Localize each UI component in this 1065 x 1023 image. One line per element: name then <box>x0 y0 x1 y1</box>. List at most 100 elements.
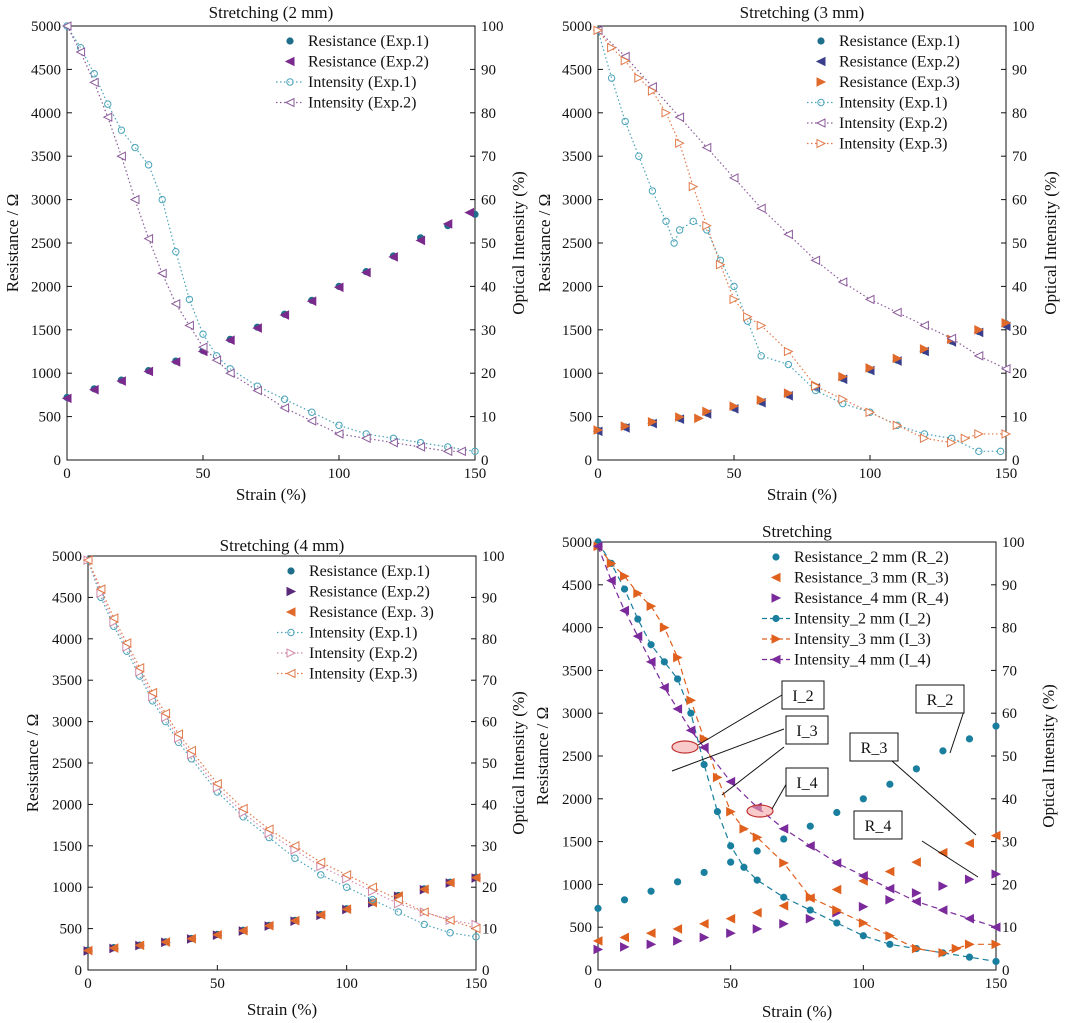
data-point <box>620 896 629 904</box>
data-point <box>184 320 194 331</box>
legend-label: Resistance_3 mm (R_3) <box>794 570 949 587</box>
annotation-r2: R_2 <box>927 692 954 709</box>
data-point <box>806 906 814 914</box>
data-point <box>607 74 616 82</box>
y-tick-label: 5000 <box>562 535 592 551</box>
data-point <box>61 21 72 31</box>
data-point <box>892 307 902 318</box>
x-axis-label: Strain (%) <box>767 485 837 504</box>
legend-label: Intensity (Exp.1) <box>839 95 947 112</box>
legend-marker <box>817 37 825 45</box>
data-point <box>805 841 815 851</box>
data-point <box>662 217 670 226</box>
data-point <box>865 407 876 418</box>
data-point <box>729 294 740 305</box>
y-tick-label: 4500 <box>31 62 61 78</box>
data-point <box>713 808 721 816</box>
data-point <box>991 939 1002 950</box>
data-point <box>699 742 709 753</box>
data-point <box>129 194 140 205</box>
data-point <box>280 395 289 403</box>
data-point <box>783 229 793 240</box>
data-point <box>593 425 604 435</box>
y-tick-label: 2000 <box>562 279 592 295</box>
data-point <box>964 874 975 885</box>
data-point <box>725 913 736 924</box>
y-tick-label: 4500 <box>562 578 592 594</box>
data-point <box>211 355 222 365</box>
y-tick-label: 1500 <box>562 323 592 339</box>
data-point <box>89 384 99 395</box>
data-point <box>689 217 697 226</box>
data-point <box>199 330 207 338</box>
series-intensity-3 <box>63 22 479 456</box>
data-point <box>333 429 344 439</box>
data-point <box>726 928 736 939</box>
data-point <box>728 173 739 183</box>
data-point <box>645 928 656 939</box>
y2-tick-label: 70 <box>481 149 496 165</box>
x-tick-label: 50 <box>210 976 225 992</box>
chart-panel-4: 0 50 100 1500500100015002000250030003500400… <box>533 522 1058 1021</box>
series-intensity-6 <box>593 25 1012 448</box>
data-point <box>620 585 629 593</box>
data-point <box>712 772 723 783</box>
data-point <box>892 353 903 364</box>
legend-marker <box>286 37 294 45</box>
data-point <box>892 420 903 431</box>
y2-tick-label: 90 <box>1002 578 1017 594</box>
data-point <box>263 920 274 931</box>
data-point <box>279 310 290 320</box>
data-point <box>95 584 106 594</box>
y-tick-label: 4000 <box>562 106 592 122</box>
data-point <box>687 709 695 717</box>
legend: Resistance (Exp.1) Resistance (Exp.2) Inte… <box>276 33 429 112</box>
data-point <box>701 142 712 153</box>
data-point <box>832 905 842 915</box>
y2-tick-label: 10 <box>481 410 496 426</box>
y2-tick-label: 40 <box>1012 279 1027 295</box>
data-point <box>756 203 766 214</box>
data-point <box>739 823 750 834</box>
y-tick-label: 3000 <box>562 193 592 209</box>
data-point <box>659 682 669 693</box>
annotation-boxes <box>781 680 965 840</box>
legend-marker <box>772 553 780 561</box>
data-point <box>646 601 657 612</box>
y-tick-label: 500 <box>570 410 593 426</box>
series-resistance-3 <box>593 318 1012 435</box>
series-layer <box>592 25 1012 456</box>
data-point <box>632 631 643 641</box>
legend-marker <box>771 634 782 644</box>
i2-highlight-ellipse <box>671 740 699 754</box>
y2-tick-label: 100 <box>1002 535 1025 551</box>
series-resistance-3 <box>82 872 481 956</box>
data-point <box>306 296 317 306</box>
data-point <box>620 571 630 582</box>
legend-label: Intensity_3 mm (I_3) <box>794 631 931 648</box>
data-point <box>212 930 222 940</box>
data-point <box>675 226 684 234</box>
data-point <box>291 854 299 862</box>
legend-marker <box>815 118 826 128</box>
legend-label: Intensity (Exp.2) <box>839 115 947 132</box>
data-point <box>594 904 602 912</box>
chart-title: Stretching (4 mm) <box>220 536 345 555</box>
series-intensity-5 <box>83 555 482 930</box>
series-intensity-4 <box>61 21 466 457</box>
data-point <box>886 780 894 788</box>
y2-tick-label: 90 <box>1012 62 1027 78</box>
data-point <box>838 394 848 405</box>
x-tick-label: 100 <box>335 976 358 992</box>
data-point <box>212 778 222 789</box>
y2-tick-label: 50 <box>481 236 496 252</box>
y2-tick-label: 50 <box>1002 749 1017 765</box>
data-point <box>938 948 949 958</box>
data-point <box>992 957 1000 966</box>
legend-label: Resistance (Exp.2) <box>309 584 430 601</box>
data-point <box>592 936 603 946</box>
data-point <box>780 835 788 843</box>
chart-title: Stretching (2 mm) <box>209 3 334 22</box>
series-line <box>66 25 462 452</box>
legend-marker <box>285 668 296 679</box>
